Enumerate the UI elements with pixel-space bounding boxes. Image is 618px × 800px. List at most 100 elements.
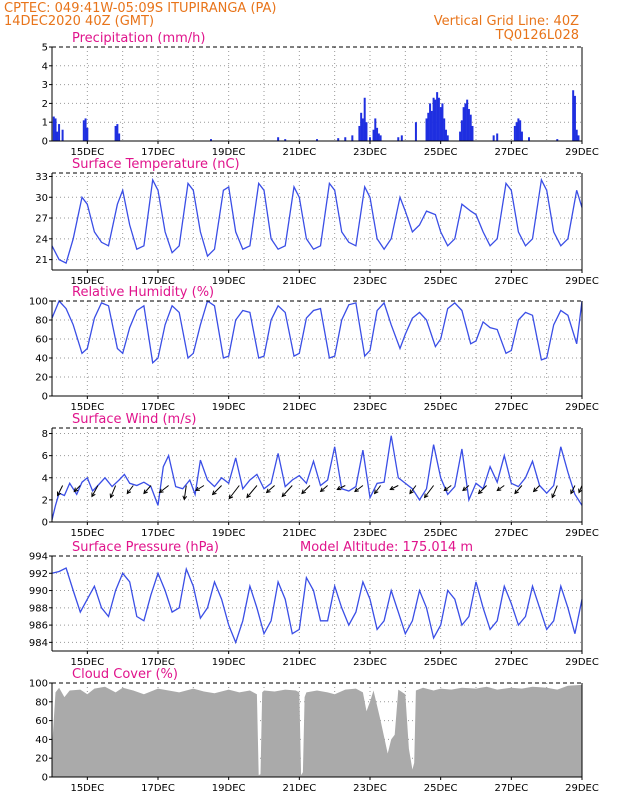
wind-arrow <box>496 485 505 492</box>
wind-arrow <box>158 485 169 494</box>
wind-arrow-head <box>551 493 556 499</box>
cloud-area <box>52 684 582 777</box>
precip-bar <box>358 125 361 141</box>
precip-bar <box>513 125 516 141</box>
panel-surface-temperature: Surface Temperature (nC) 21 24 27 30 33 15DEC… <box>35 157 599 287</box>
model-altitude: Model Altitude: 175.014 m <box>300 540 473 555</box>
precip-bar <box>432 97 435 141</box>
wind-arrow <box>570 485 576 495</box>
precip-bar <box>277 137 280 141</box>
wind-arrow <box>195 485 205 492</box>
wind-arrow-head <box>182 495 188 501</box>
wind-arrow-head <box>195 486 200 492</box>
wind-arrow-head <box>462 486 467 492</box>
y-tick-label: 0 <box>42 518 48 529</box>
wind-arrow-shaft <box>195 485 205 491</box>
y-tick-label: 992 <box>29 569 48 580</box>
y-tick-label: 6 <box>42 451 48 462</box>
wind-arrow-head <box>143 489 148 495</box>
wind-arrow-shaft <box>390 485 399 490</box>
y-tick-label: 60 <box>35 716 48 727</box>
x-tick-label: 21DEC <box>282 528 316 539</box>
wind-arrow-shaft <box>91 485 99 497</box>
y-tick-label: 20 <box>35 754 48 765</box>
wind-arrow <box>532 485 540 493</box>
wind-arrow <box>409 485 417 495</box>
x-tick-label: 29DEC <box>565 276 599 287</box>
x-tick-label: 21DEC <box>282 276 316 287</box>
panel-surface-wind: Surface Wind (m/s) 0 2 4 6 8 15DEC 17DEC 19DEC 2… <box>42 412 599 539</box>
wind-arrow-head <box>91 492 96 498</box>
y-tick-label: 21 <box>35 255 48 266</box>
x-tick-label: 15DEC <box>70 276 104 287</box>
wind-arrow <box>246 485 258 499</box>
precip-bar <box>467 109 470 141</box>
panel-precipitation: Precipitation (mm/h) 0 1 2 3 4 5 15DEC 17DEC 19D… <box>42 31 599 158</box>
precip-bar <box>86 127 89 141</box>
wind-arrow-head <box>443 486 449 492</box>
wind-arrow-head <box>228 494 234 500</box>
precip-bar <box>316 139 318 141</box>
panel-cloud-cover: Cloud Cover (%) 0 20 40 60 80 100 15DEC 17DEC 19… <box>29 667 599 794</box>
x-tick-label: 23DEC <box>353 783 387 794</box>
wind-arrow <box>228 485 240 500</box>
precip-bar <box>54 118 57 141</box>
wind-arrow <box>389 485 399 491</box>
x-tick-label: 27DEC <box>494 783 528 794</box>
wind-arrow-head <box>570 489 575 495</box>
y-tick-label: 2 <box>42 495 48 506</box>
panel-title: Relative Humidity (%) <box>72 285 214 300</box>
model-code: TQ0126L028 <box>495 28 579 43</box>
wind-arrow <box>336 485 346 491</box>
x-tick-label: 17DEC <box>141 147 175 158</box>
wind-arrow-shaft <box>443 485 452 491</box>
x-tick-label: 19DEC <box>212 657 246 668</box>
x-tick-label: 23DEC <box>353 276 387 287</box>
wind-arrow <box>91 485 99 498</box>
y-tick-label: 3 <box>42 80 48 91</box>
wind-arrow-shaft <box>228 485 240 499</box>
wind-arrow-head <box>336 485 342 491</box>
precip-bar <box>572 90 575 141</box>
x-tick-label: 27DEC <box>494 528 528 539</box>
panel-title: Surface Temperature (nC) <box>72 157 240 172</box>
x-tick-label: 29DEC <box>565 402 599 413</box>
wind-arrow <box>56 485 64 497</box>
x-tick-label: 21DEC <box>282 783 316 794</box>
wind-arrow <box>462 485 470 492</box>
y-tick-label: 100 <box>29 679 48 690</box>
precip-bar <box>344 137 347 141</box>
x-tick-label: 25DEC <box>424 657 458 668</box>
y-tick-label: 988 <box>29 603 48 614</box>
wind-arrow-head <box>158 488 164 494</box>
precip-bar <box>528 137 530 141</box>
panel-title: Cloud Cover (%) <box>72 667 178 682</box>
series-line <box>51 177 583 265</box>
wind-arrow <box>514 485 523 495</box>
precip-bar <box>430 110 433 141</box>
precip-bar <box>116 124 119 141</box>
panel-surface-pressure: Surface Pressure (hPa) Model Altitude: 1… <box>29 540 599 668</box>
y-tick-label: 100 <box>29 297 48 308</box>
wind-arrow-shaft <box>126 485 134 494</box>
wind-arrow-shaft <box>462 485 470 491</box>
wind-arrow-shaft <box>73 485 81 492</box>
wind-arrow-head <box>265 488 271 494</box>
precip-bar <box>351 135 354 141</box>
precip-bar <box>365 122 368 141</box>
wind-arrow-shaft <box>212 485 222 495</box>
precip-bar <box>363 97 366 141</box>
precip-bar <box>374 118 377 141</box>
precip-bar <box>577 135 580 141</box>
wind-arrow <box>143 485 152 495</box>
x-tick-label: 29DEC <box>565 147 599 158</box>
wind-arrow-shaft <box>570 485 576 494</box>
precip-bar <box>434 99 437 141</box>
precip-bar <box>464 103 467 141</box>
precip-bar <box>436 92 439 141</box>
precip-bar <box>469 114 472 141</box>
y-tick-label: 994 <box>29 552 48 563</box>
wind-arrow-head <box>281 492 287 498</box>
wind-arrow-head <box>514 489 519 495</box>
precip-bar <box>114 125 117 141</box>
